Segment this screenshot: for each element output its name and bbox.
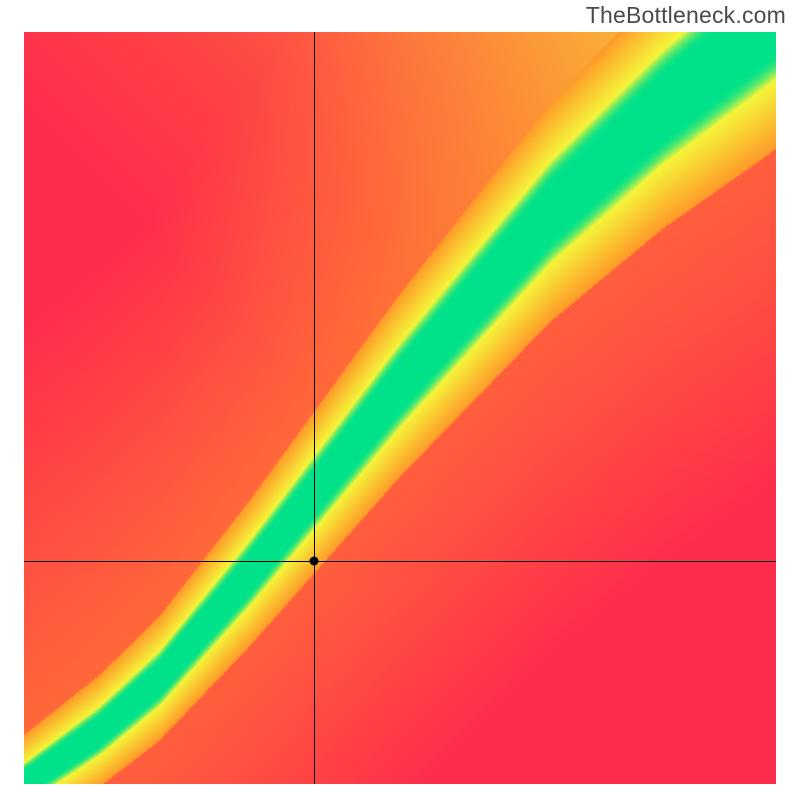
heatmap-canvas xyxy=(24,32,776,784)
watermark-text: TheBottleneck.com xyxy=(586,2,786,29)
plot-area xyxy=(24,32,776,784)
chart-container: TheBottleneck.com xyxy=(0,0,800,800)
